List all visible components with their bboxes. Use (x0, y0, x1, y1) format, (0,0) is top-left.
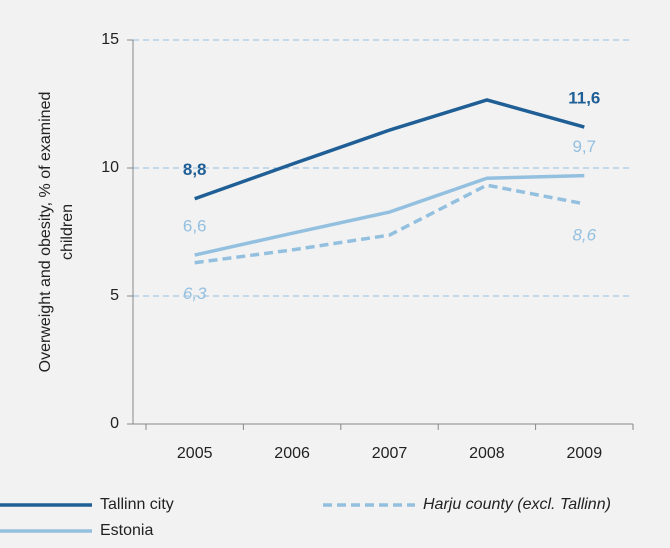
legend-label: Tallinn city (100, 496, 174, 513)
series-line (194, 173, 585, 257)
x-tick-label: 2005 (177, 445, 213, 462)
y-tick-label: 10 (101, 159, 119, 176)
y-axis-title: Overweight and obesity, % of examined (37, 92, 54, 373)
y-axis-title: children (59, 204, 76, 260)
series-line (194, 98, 585, 201)
data-label: 11,6 (568, 89, 600, 108)
y-tick-label: 5 (110, 287, 119, 304)
data-label: 6,6 (183, 217, 207, 236)
legend-label: Harju county (excl. Tallinn) (423, 496, 611, 513)
x-tick-label: 2006 (274, 445, 310, 462)
x-tick-label: 2009 (567, 445, 603, 462)
x-tick-label: 2008 (469, 445, 505, 462)
y-tick-label: 0 (110, 415, 119, 432)
data-label: 6,3 (183, 284, 207, 303)
series-line (194, 183, 585, 265)
legend-label: Estonia (100, 522, 153, 539)
data-label: 8,8 (183, 160, 207, 179)
data-label: 8,6 (572, 225, 596, 244)
y-tick-label: 15 (101, 31, 119, 48)
x-tick-label: 2007 (372, 445, 408, 462)
data-label: 9,7 (572, 137, 596, 156)
